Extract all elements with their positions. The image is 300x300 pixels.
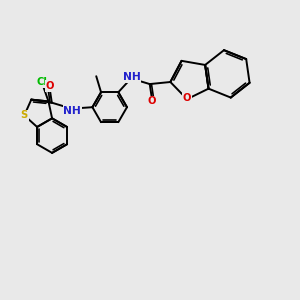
Text: Cl: Cl	[36, 77, 47, 87]
Text: O: O	[183, 93, 191, 103]
Text: O: O	[148, 97, 156, 106]
Text: NH: NH	[63, 106, 81, 116]
Text: S: S	[21, 110, 28, 120]
Text: NH: NH	[123, 72, 140, 82]
Text: O: O	[46, 81, 54, 91]
